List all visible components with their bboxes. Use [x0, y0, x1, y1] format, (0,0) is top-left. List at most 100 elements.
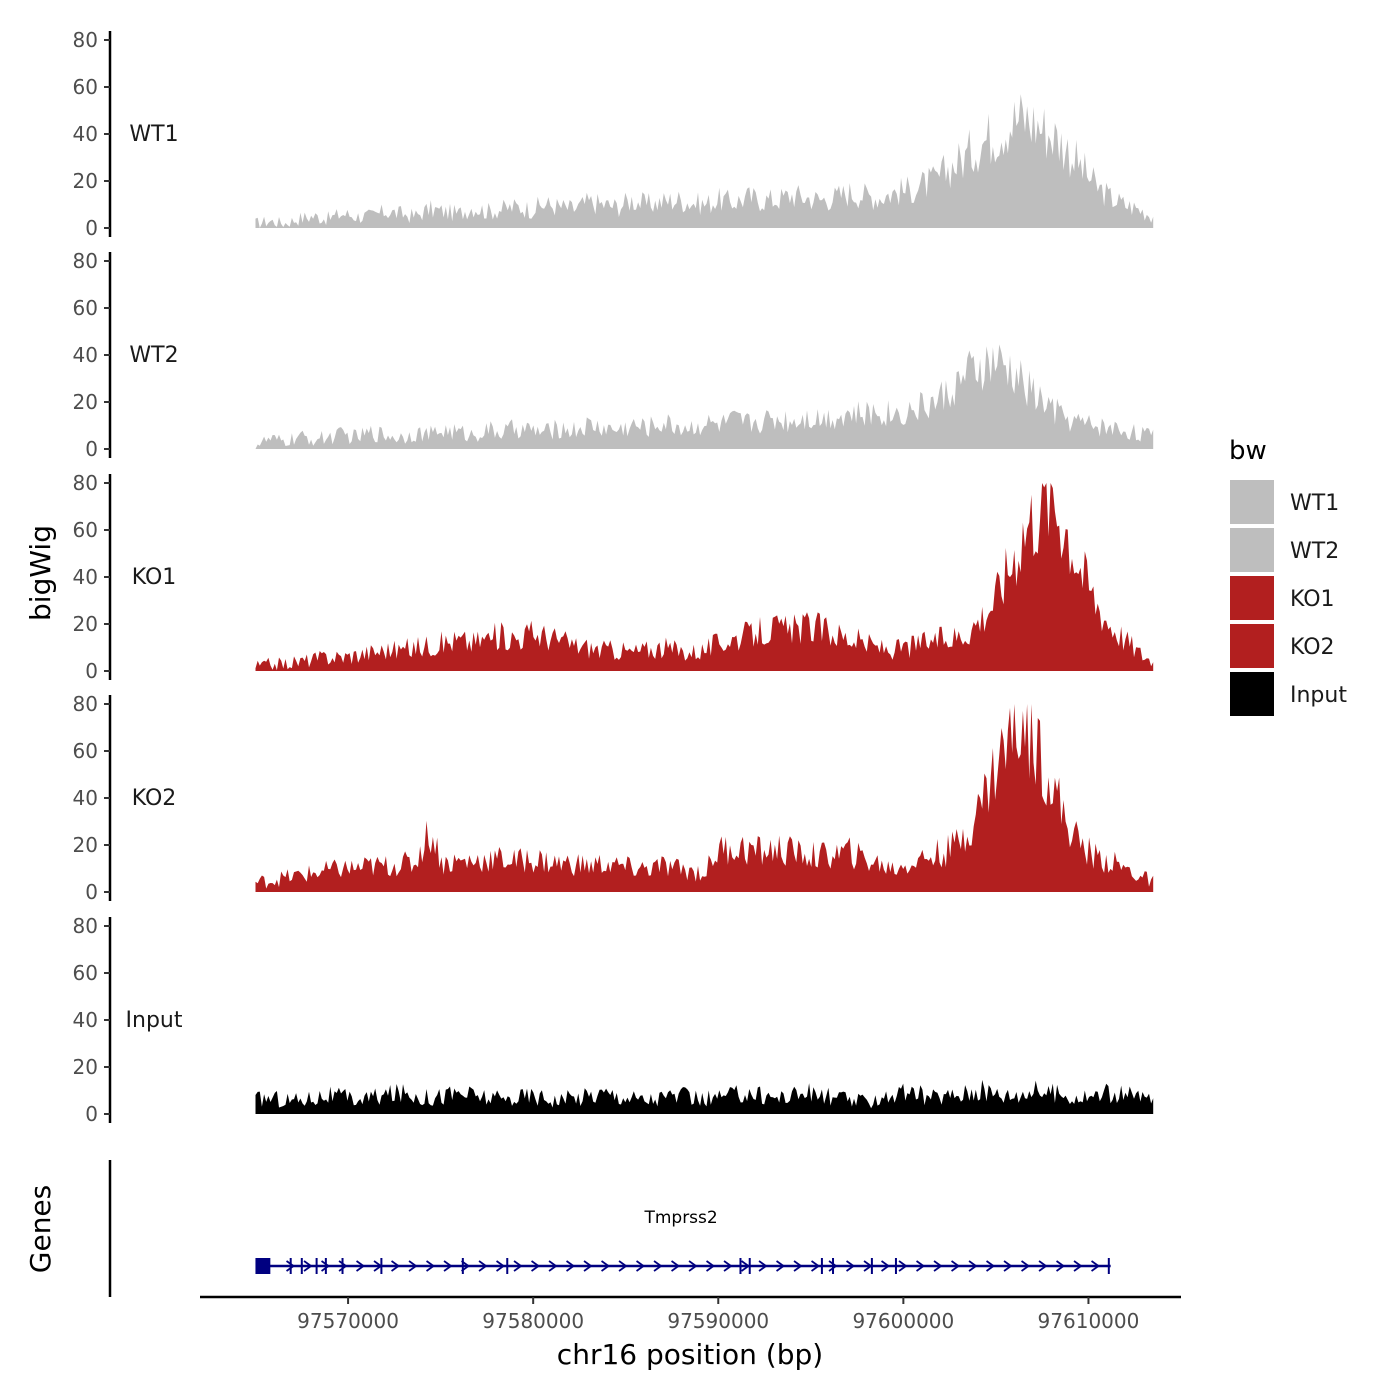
y-tick-label: 0 [85, 659, 98, 683]
legend-title: bw [1229, 436, 1267, 466]
y-tick-label: 40 [73, 786, 98, 810]
coverage-area-input [255, 1079, 1154, 1114]
strand-arrow [846, 1260, 856, 1272]
legend-label-wt2: WT2 [1290, 539, 1339, 564]
x-axis: 97570000 97580000 97590000 97600000 97610000 [200, 1295, 1181, 1333]
track-label-wt1: WT1 [129, 122, 178, 147]
strand-arrow [1003, 1260, 1013, 1272]
track-wt2: 0 20 40 60 80 WT2 [73, 249, 1154, 461]
strand-arrow [636, 1260, 646, 1272]
legend-key-input [1230, 672, 1274, 716]
y-tick-label: 40 [73, 122, 98, 146]
strand-arrow [916, 1260, 926, 1272]
strand-arrow [723, 1260, 733, 1272]
strand-arrow [548, 1260, 558, 1272]
strand-arrow [653, 1260, 663, 1272]
x-tick-label: 97580000 [482, 1309, 584, 1333]
y-tick-label: 0 [85, 1102, 98, 1126]
gene-track: Tmprss2 [108, 1160, 1111, 1297]
strand-arrow [531, 1260, 541, 1272]
strand-arrow [461, 1260, 471, 1272]
strand-arrow [426, 1260, 436, 1272]
coverage-area-ko1 [255, 483, 1154, 671]
strand-arrow [1021, 1260, 1031, 1272]
strand-arrow [583, 1260, 593, 1272]
coverage-area-wt2 [255, 344, 1154, 449]
strand-arrow [601, 1260, 611, 1272]
strand-arrow [933, 1260, 943, 1272]
x-tick-label: 97600000 [852, 1309, 954, 1333]
strand-arrow [898, 1260, 908, 1272]
y-tick-label: 40 [73, 1008, 98, 1032]
y-tick-label: 80 [73, 914, 98, 938]
strand-arrow [496, 1260, 506, 1272]
track-ko1: 0 20 40 60 80 KO1 [73, 471, 1154, 683]
y-tick-label: 20 [73, 390, 98, 414]
strand-arrow [338, 1260, 348, 1272]
x-axis-title: chr16 position (bp) [557, 1338, 823, 1371]
y-axis-title: bigWig [24, 525, 57, 621]
y-tick-label: 80 [73, 471, 98, 495]
strand-arrow [1091, 1260, 1101, 1272]
track-input: 0 20 40 60 80 Input [73, 914, 1154, 1126]
legend-key-wt2 [1230, 528, 1274, 572]
strand-arrow [863, 1260, 873, 1272]
track-ko2: 0 20 40 60 80 KO2 [73, 692, 1154, 904]
strand-arrow [478, 1260, 488, 1272]
strand-arrow [391, 1260, 401, 1272]
legend-label-ko2: KO2 [1290, 635, 1335, 660]
legend-label-input: Input [1290, 683, 1347, 708]
strand-arrow [793, 1260, 803, 1272]
x-tick-label: 97590000 [667, 1309, 769, 1333]
y-tick-label: 60 [73, 296, 98, 320]
x-tick-label: 97570000 [297, 1309, 399, 1333]
strand-arrow [968, 1260, 978, 1272]
legend-label-wt1: WT1 [1290, 491, 1339, 516]
x-tick-label: 97610000 [1038, 1309, 1140, 1333]
coverage-area-wt1 [255, 94, 1154, 228]
strand-arrow [321, 1260, 331, 1272]
strand-arrow [758, 1260, 768, 1272]
strand-arrow [618, 1260, 628, 1272]
strand-arrow [1038, 1260, 1048, 1272]
strand-arrow [1073, 1260, 1083, 1272]
strand-arrow [373, 1260, 383, 1272]
strand-arrow [408, 1260, 418, 1272]
strand-arrow [951, 1260, 961, 1272]
gene-label: Tmprss2 [643, 1208, 717, 1228]
track-label-ko1: KO1 [132, 565, 177, 590]
strand-arrow [986, 1260, 996, 1272]
y-tick-label: 20 [73, 1055, 98, 1079]
y-tick-label: 40 [73, 565, 98, 589]
coverage-area-ko2 [255, 704, 1154, 892]
legend-key-ko1 [1230, 576, 1274, 620]
track-label-wt2: WT2 [129, 343, 178, 368]
legend-key-ko2 [1230, 624, 1274, 668]
y-tick-label: 0 [85, 216, 98, 240]
y-tick-label: 0 [85, 437, 98, 461]
strand-arrow [741, 1260, 751, 1272]
y-tick-label: 60 [73, 75, 98, 99]
strand-arrow [356, 1260, 366, 1272]
y-tick-label: 80 [73, 28, 98, 52]
strand-arrow [811, 1260, 821, 1272]
strand-arrow [776, 1260, 786, 1272]
gene-track-title: Genes [24, 1185, 57, 1273]
legend: bw WT1 WT2 KO1 KO2 Input [1229, 436, 1347, 716]
track-wt1: 0 20 40 60 80 WT1 [73, 28, 1154, 240]
y-tick-label: 60 [73, 739, 98, 763]
legend-key-wt1 [1230, 480, 1274, 524]
gene-exon-block [255, 1258, 271, 1274]
track-label-ko2: KO2 [132, 786, 177, 811]
y-tick-label: 60 [73, 518, 98, 542]
strand-arrow [286, 1260, 296, 1272]
strand-arrow [706, 1260, 716, 1272]
y-tick-label: 40 [73, 343, 98, 367]
y-tick-label: 20 [73, 833, 98, 857]
strand-arrow [828, 1260, 838, 1272]
y-tick-label: 0 [85, 880, 98, 904]
tracks-layer: 0 20 40 60 80 WT1 0 20 40 60 80 WT2 0 20 40 60 80 KO1 0 20 4… [73, 28, 1154, 1126]
strand-arrow [881, 1260, 891, 1272]
strand-arrow [303, 1260, 313, 1272]
